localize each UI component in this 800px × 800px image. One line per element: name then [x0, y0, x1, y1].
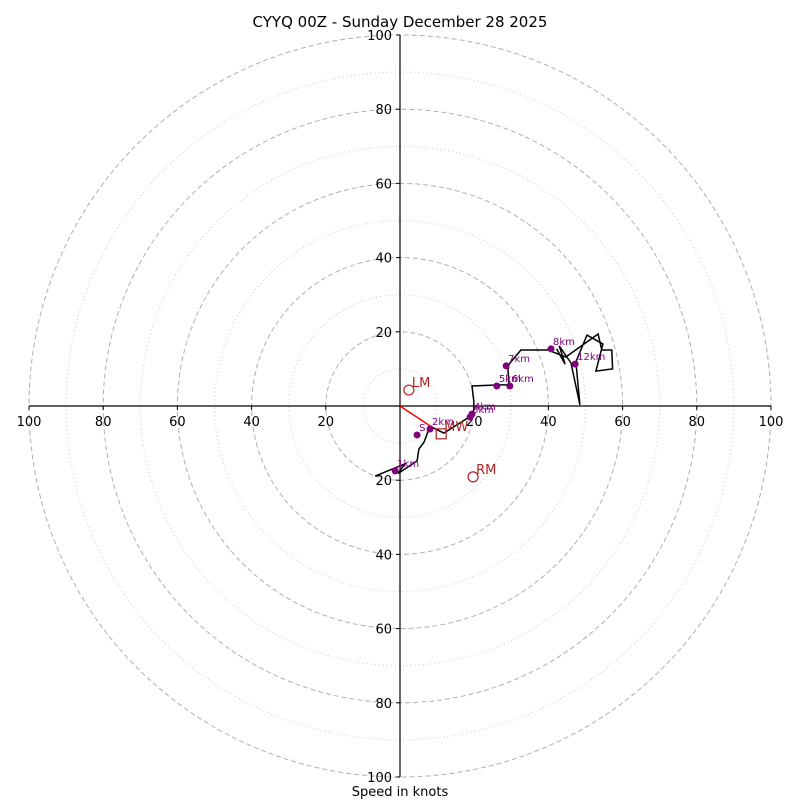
x-tick-label: 40	[243, 415, 260, 430]
y-tick-label: 20	[375, 326, 392, 341]
y-tick-label: 60	[375, 623, 392, 638]
x-tick-label: 60	[614, 415, 631, 430]
y-tick-label: 40	[375, 252, 392, 267]
y-ticks: 100 80 60 40 20 20 40 60 80 100	[367, 29, 400, 786]
height-marker-label: 4km	[474, 402, 496, 413]
height-marker-label: 1km	[397, 459, 419, 470]
x-tick-label: 80	[689, 415, 706, 430]
height-marker-label: 2km	[432, 417, 454, 428]
height-marker-label: 7km	[508, 354, 530, 365]
height-marker-dot	[391, 467, 399, 475]
x-tick-label: 100	[759, 415, 784, 430]
wind-trace-line	[374, 332, 614, 477]
storm-motion-marker	[403, 384, 415, 396]
height-marker-dot	[506, 382, 514, 390]
height-marker-dot	[426, 425, 434, 433]
y-tick-label: 100	[367, 29, 392, 44]
height-marker-label: 8km	[553, 337, 575, 348]
x-tick-label: 20	[318, 415, 335, 430]
storm-motion-marker	[435, 428, 447, 440]
height-marker-label: S	[419, 423, 425, 434]
y-tick-label: 80	[375, 697, 392, 712]
height-marker-label: 12km	[577, 352, 605, 363]
height-marker-label: 6km	[512, 374, 534, 385]
height-marker-dot	[468, 410, 476, 418]
storm-motion-marker	[467, 471, 479, 483]
height-marker-dot	[493, 382, 501, 390]
wind-trace	[374, 332, 614, 477]
storm-motion-label: LM	[412, 376, 430, 391]
storm-motion-markers: LM RM MW	[403, 376, 496, 483]
height-marker-dot	[547, 345, 555, 353]
y-tick-label: 80	[375, 103, 392, 118]
shear-vector	[399, 405, 433, 428]
height-marker-dot	[502, 362, 510, 370]
x-tick-label: 80	[95, 415, 112, 430]
storm-motion-label: RM	[476, 463, 496, 478]
height-marker-dot	[571, 360, 579, 368]
x-axis-label: Speed in knots	[352, 785, 449, 800]
y-tick-label: 40	[375, 548, 392, 563]
storm-motion-label: MW	[444, 420, 468, 435]
y-tick-label: 20	[375, 474, 392, 489]
height-marker-label: 3km	[472, 405, 494, 416]
x-tick-label: 60	[169, 415, 186, 430]
height-marker-dot	[413, 431, 421, 439]
y-tick-label: 100	[367, 771, 392, 786]
height-marker-label: 5km	[499, 374, 521, 385]
x-tick-label: 100	[17, 415, 42, 430]
x-tick-label: 40	[540, 415, 557, 430]
chart-title: CYYQ 00Z - Sunday December 28 2025	[253, 13, 548, 31]
shear-vector-line	[399, 405, 433, 428]
y-tick-label: 60	[375, 177, 392, 192]
